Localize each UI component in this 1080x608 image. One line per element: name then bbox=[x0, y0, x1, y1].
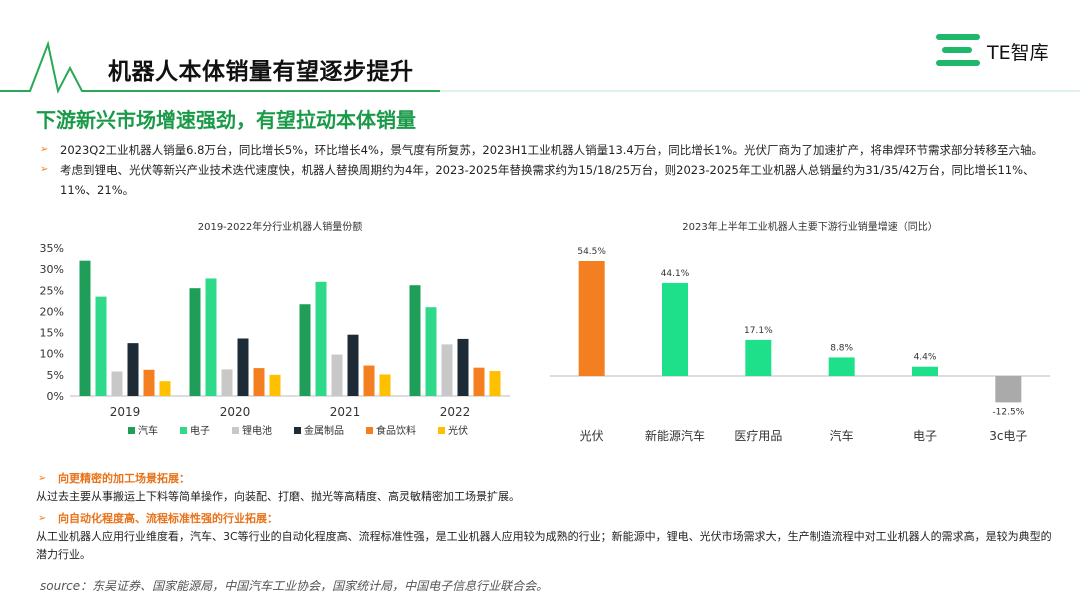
y-tick-label: 15% bbox=[40, 327, 64, 340]
bar-光伏-2019 bbox=[159, 381, 171, 396]
data-label: 4.4% bbox=[914, 353, 937, 363]
legend-swatch bbox=[128, 427, 135, 434]
chart-right: 2023年上半年工业机器人主要下游行业销量增速（同比） 54.5% 光伏 44.1% 新… bbox=[540, 214, 1060, 454]
legend-label: 汽车 bbox=[138, 424, 158, 437]
legend-label: 电子 bbox=[190, 424, 210, 437]
logo-icon bbox=[936, 34, 980, 66]
bar-光伏-2022 bbox=[489, 371, 501, 396]
arrow-bullet-icon: ➢ bbox=[40, 144, 49, 155]
industry-share-chart: 2019-2022年分行业机器人销量份额 0% 5% 10% 15% 20% 25% 30% 3… bbox=[40, 220, 510, 437]
bar-电子-2021 bbox=[315, 281, 327, 396]
bar-电子-2022 bbox=[425, 307, 437, 396]
section-precision: ➢ 向更精密的加工场景拓展： 从过去主要从事搬运上下料等简单操作，向装配、打磨、… bbox=[36, 470, 1056, 506]
legend-swatch bbox=[294, 427, 301, 434]
legend-label: 金属制品 bbox=[304, 424, 344, 437]
bar-汽车-2019 bbox=[79, 260, 91, 396]
x-tick-label: 3c电子 bbox=[989, 429, 1027, 443]
y-tick-label: 20% bbox=[40, 305, 64, 318]
arrow-bullet-icon: ➢ bbox=[38, 473, 47, 484]
x-tick-label: 2021 bbox=[330, 405, 361, 419]
section-automation: ➢ 向自动化程度高、流程标准性强的行业拓展： 从工业机器人应用行业维度看，汽车、… bbox=[36, 510, 1056, 564]
bar-汽车-2021 bbox=[299, 304, 311, 396]
bar-光伏 bbox=[578, 261, 605, 376]
bar-汽车 bbox=[828, 357, 855, 376]
x-tick-label: 电子 bbox=[913, 429, 937, 443]
legend-swatch bbox=[438, 427, 445, 434]
chart-left: 2019-2022年分行业机器人销量份额 0% 5% 10% 15% 20% 25% 30% 3… bbox=[30, 214, 530, 454]
section-body: 从工业机器人应用行业维度看，汽车、3C等行业的自动化程度高、流程标准性强，是工业… bbox=[36, 530, 1052, 561]
bar-新能源汽车 bbox=[662, 282, 688, 376]
data-label: 8.8% bbox=[830, 343, 853, 353]
section-body: 从过去主要从事搬运上下料等简单操作，向装配、打磨、抛光等高精度、高灵敏精密加工场… bbox=[36, 490, 520, 503]
arrow-bullet-icon: ➢ bbox=[40, 164, 49, 175]
bullet-item: ➢ 考虑到锂电、光伏等新兴产业技术迭代速度快，机器人替换周期约为4年，2023-… bbox=[40, 160, 1060, 200]
x-tick-label: 医疗用品 bbox=[734, 429, 782, 443]
section-heading: ➢ 向自动化程度高、流程标准性强的行业拓展： bbox=[36, 510, 1056, 528]
bar-医疗用品 bbox=[745, 339, 772, 376]
x-tick-label: 新能源汽车 bbox=[645, 428, 705, 443]
data-label: 44.1% bbox=[661, 269, 690, 279]
section-heading-text: 向自动化程度高、流程标准性强的行业拓展： bbox=[58, 512, 278, 525]
y-tick-label: 30% bbox=[40, 263, 64, 276]
section-heading: ➢ 向更精密的加工场景拓展： bbox=[36, 470, 1056, 488]
y-tick-label: 25% bbox=[40, 284, 64, 297]
bar-锂电池-2020 bbox=[221, 369, 233, 396]
x-tick-label: 光伏 bbox=[580, 429, 604, 443]
bar-汽车-2020 bbox=[189, 288, 201, 396]
bullet-list: ➢ 2023Q2工业机器人销量6.8万台，同比增长5%，环比增长4%，景气度有所… bbox=[40, 140, 1060, 200]
header-decoration bbox=[0, 40, 1080, 94]
x-tick-label: 2022 bbox=[440, 405, 471, 419]
bar-金属制品-2019 bbox=[127, 343, 139, 396]
legend-label: 光伏 bbox=[448, 424, 468, 437]
chart-title: 2023年上半年工业机器人主要下游行业销量增速（同比） bbox=[682, 220, 937, 233]
bullet-item: ➢ 2023Q2工业机器人销量6.8万台，同比增长5%，环比增长4%，景气度有所… bbox=[40, 140, 1060, 160]
bar-电子 bbox=[912, 366, 938, 376]
bar-光伏-2021 bbox=[379, 374, 391, 396]
data-label: 17.1% bbox=[744, 326, 773, 336]
y-tick-label: 0% bbox=[47, 390, 64, 403]
y-tick-label: 35% bbox=[40, 242, 64, 255]
data-label: -12.5% bbox=[992, 407, 1024, 417]
subtitle: 下游新兴市场增速强劲，有望拉动本体销量 bbox=[36, 108, 416, 132]
bar-食品饮料-2022 bbox=[473, 367, 485, 396]
x-tick-label: 2019 bbox=[110, 405, 141, 419]
page-title: 机器人本体销量有望逐步提升 bbox=[108, 59, 414, 85]
section-heading-text: 向更精密的加工场景拓展： bbox=[58, 472, 190, 485]
legend-swatch bbox=[366, 427, 373, 434]
bar-金属制品-2022 bbox=[457, 338, 469, 396]
bar-食品饮料-2020 bbox=[253, 368, 265, 396]
growth-rate-chart: 2023年上半年工业机器人主要下游行业销量增速（同比） 54.5% 光伏 44.1% 新… bbox=[550, 220, 1050, 443]
bar-光伏-2020 bbox=[269, 374, 281, 396]
legend-swatch bbox=[180, 427, 187, 434]
arrow-bullet-icon: ➢ bbox=[38, 513, 47, 524]
bullet-text: 2023Q2工业机器人销量6.8万台，同比增长5%，环比增长4%，景气度有所复苏… bbox=[60, 143, 1043, 157]
y-tick-label: 10% bbox=[40, 348, 64, 361]
bar-金属制品-2020 bbox=[237, 338, 249, 396]
legend-swatch bbox=[232, 427, 239, 434]
bar-电子-2020 bbox=[205, 278, 217, 396]
bar-金属制品-2021 bbox=[347, 334, 359, 396]
bar-食品饮料-2019 bbox=[143, 369, 155, 396]
chart-title: 2019-2022年分行业机器人销量份额 bbox=[198, 220, 363, 233]
data-label: 54.5% bbox=[577, 247, 606, 257]
bar-电子-2019 bbox=[95, 296, 107, 396]
legend-label: 食品饮料 bbox=[376, 424, 416, 437]
bar-锂电池-2019 bbox=[111, 371, 123, 396]
x-tick-label: 汽车 bbox=[830, 428, 854, 443]
bar-食品饮料-2021 bbox=[363, 365, 375, 396]
logo-text: TE智库 bbox=[987, 42, 1049, 64]
bar-汽车-2022 bbox=[409, 285, 421, 396]
legend-label: 锂电池 bbox=[242, 424, 272, 437]
bar-3c电子 bbox=[995, 376, 1022, 403]
y-tick-label: 5% bbox=[47, 369, 64, 382]
bar-锂电池-2021 bbox=[331, 354, 343, 396]
source-note: source：东吴证券、国家能源局，中国汽车工业协会，国家统计局，中国电子信息行… bbox=[40, 579, 549, 593]
bar-锂电池-2022 bbox=[441, 344, 453, 396]
bullet-text: 考虑到锂电、光伏等新兴产业技术迭代速度快，机器人替换周期约为4年，2023-20… bbox=[60, 163, 1035, 197]
x-tick-label: 2020 bbox=[220, 405, 251, 419]
